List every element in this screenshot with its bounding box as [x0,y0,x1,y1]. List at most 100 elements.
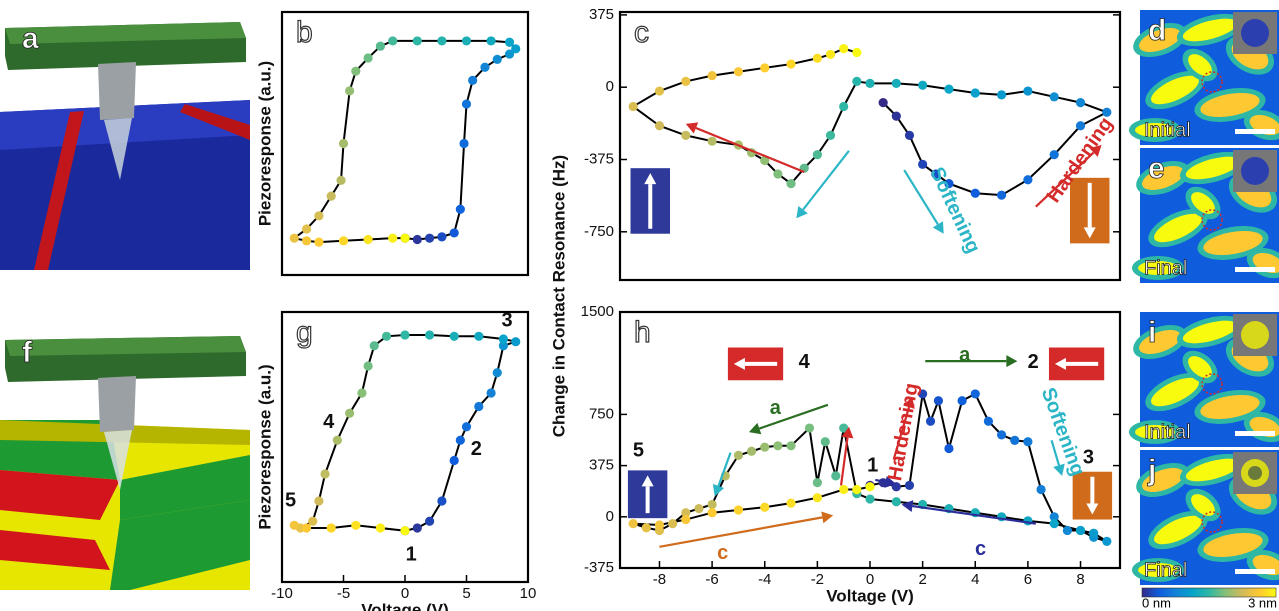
data-point [654,520,665,530]
shared-y-title: Change in Contact Resonance (Hz) [549,155,568,437]
data-point [878,98,888,108]
data-point [733,505,744,515]
data-point [412,523,422,533]
x-axis-title: Voltage (V) [361,600,449,611]
data-point [641,523,651,533]
data-point [812,478,822,488]
data-point [461,36,472,46]
x-tick-label: 10 [520,585,537,602]
data-point [839,101,849,112]
annotation: 2 [471,438,482,460]
scale-bar [1235,569,1275,574]
afm-blob [1188,54,1212,76]
data-point [437,496,447,506]
data-point [944,443,954,454]
arrow [712,452,732,497]
panel-letter: d [1148,14,1166,47]
afm-blob [1151,75,1199,105]
data-point [786,178,796,189]
panel-letter: i [1148,316,1156,349]
arrow-head [748,422,762,435]
panel-letter: a [22,22,39,55]
data-point [1102,536,1112,546]
data-point [388,233,398,243]
data-point [468,75,478,85]
panel-letter: f [22,336,33,369]
data-point [1049,150,1059,160]
arrow-shaft [1050,440,1061,466]
colorbar-label: 0 nm [1142,595,1171,610]
data-point [931,169,941,179]
data-point [944,178,954,189]
data-point [425,516,435,526]
data-point [320,469,330,479]
afm-blob [1135,123,1175,137]
arrow-shaft [717,452,732,487]
data-point [760,155,770,166]
data-point [891,497,901,507]
data-point [733,450,744,460]
data-point [455,435,465,445]
inset-domain [1241,321,1269,349]
annotation: a [959,344,971,366]
afm-image [1129,312,1279,447]
y-tick-label: -375 [584,150,614,167]
data-point [957,396,967,406]
arrow [903,169,944,234]
data-point [891,111,901,121]
data-point [486,388,496,398]
panel-letter: h [634,316,651,349]
data-point [852,47,862,58]
mark-circle [1201,511,1223,533]
plot-frame [280,310,530,584]
data-point [970,88,980,98]
arrow [659,511,834,548]
data-point [498,341,508,351]
data-point [983,416,994,426]
data-point [1036,484,1046,495]
arrow [1086,476,1099,515]
x-tick-label: 6 [1024,571,1032,588]
data-point [707,71,717,81]
annotation: 4 [323,411,335,433]
data-point [1075,98,1086,108]
data-point [904,130,915,140]
arrow-shaft [758,403,829,430]
scale-bar [1235,431,1275,436]
data-point [996,90,1007,100]
data-point [1102,107,1112,117]
annotation: c [717,542,728,564]
data-point [812,53,822,63]
y-tick-label: 375 [589,6,614,23]
data-point [449,331,459,341]
afm-blob [1151,377,1199,407]
arrow-head [901,500,914,513]
data-line [631,47,1110,197]
data-point [925,416,936,426]
data-point [812,150,822,160]
data-point [412,36,422,46]
x-tick-label: 5 [462,585,470,602]
data-point [511,44,521,54]
arrow-head [903,396,915,409]
data-point [326,191,336,201]
data-point [363,53,373,63]
data-point [302,224,312,234]
colorbar-label: 3 nm [1248,595,1277,610]
arrow-shaft [659,516,823,548]
image-caption: Final [1144,559,1187,581]
arrow-head [1086,503,1099,515]
data-point [839,44,849,54]
x-tick-label: -4 [758,571,771,588]
data-point [865,494,875,504]
data-point [1023,516,1033,526]
data-point [336,175,346,185]
arrow [925,355,1018,368]
data-point [1075,525,1086,536]
data-point [498,334,508,344]
data-point [375,41,385,51]
data-point [654,121,665,131]
data-point [786,441,796,451]
x-tick-label: -6 [705,571,718,588]
